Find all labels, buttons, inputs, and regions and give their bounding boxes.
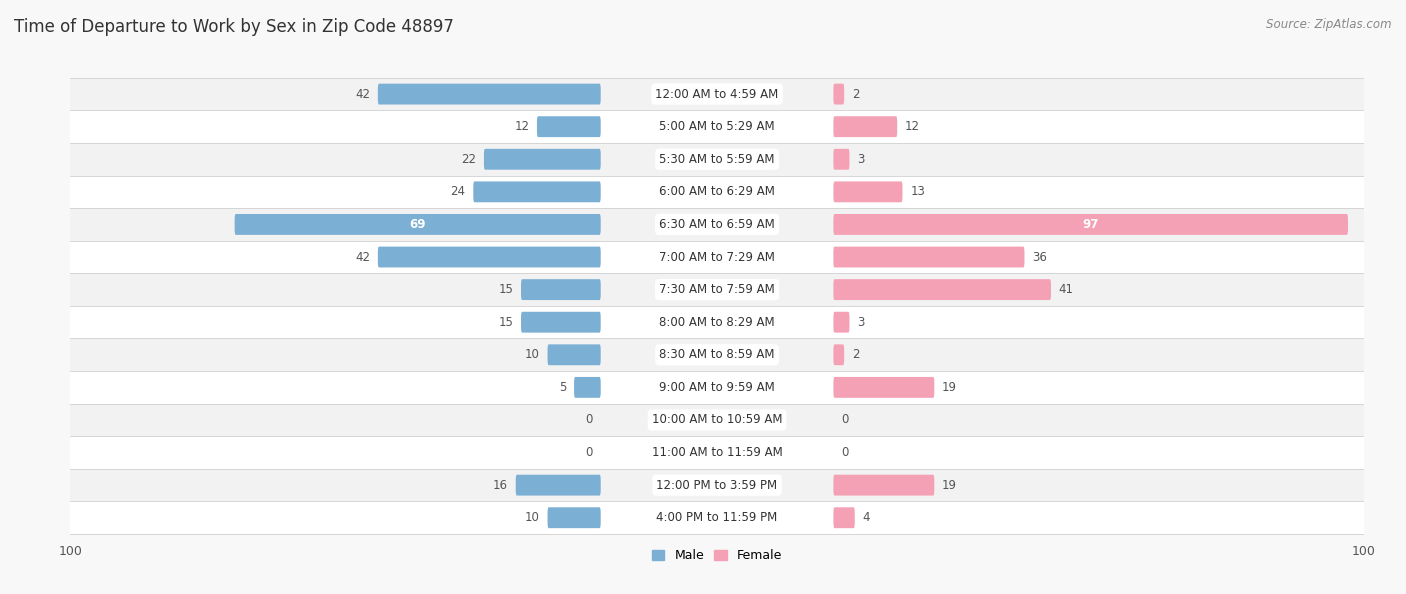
Legend: Male, Female: Male, Female bbox=[647, 544, 787, 567]
FancyBboxPatch shape bbox=[484, 149, 600, 170]
Text: 16: 16 bbox=[494, 479, 508, 492]
FancyBboxPatch shape bbox=[474, 181, 600, 203]
Text: 12: 12 bbox=[515, 120, 529, 133]
FancyBboxPatch shape bbox=[834, 345, 844, 365]
Text: 11:00 AM to 11:59 AM: 11:00 AM to 11:59 AM bbox=[652, 446, 782, 459]
Text: 42: 42 bbox=[356, 87, 370, 100]
Text: 19: 19 bbox=[942, 381, 957, 394]
FancyBboxPatch shape bbox=[834, 84, 844, 105]
FancyBboxPatch shape bbox=[378, 247, 600, 267]
Text: 8:30 AM to 8:59 AM: 8:30 AM to 8:59 AM bbox=[659, 348, 775, 361]
Text: 12: 12 bbox=[905, 120, 920, 133]
FancyBboxPatch shape bbox=[834, 214, 1348, 235]
Text: 6:30 AM to 6:59 AM: 6:30 AM to 6:59 AM bbox=[659, 218, 775, 231]
FancyBboxPatch shape bbox=[378, 84, 600, 105]
Text: 15: 15 bbox=[499, 315, 513, 328]
Text: 2: 2 bbox=[852, 348, 859, 361]
Text: Time of Departure to Work by Sex in Zip Code 48897: Time of Departure to Work by Sex in Zip … bbox=[14, 18, 454, 36]
Text: 4: 4 bbox=[862, 511, 870, 525]
FancyBboxPatch shape bbox=[235, 214, 600, 235]
Bar bbox=[70, 176, 1364, 208]
Bar bbox=[70, 469, 1364, 501]
Bar bbox=[70, 306, 1364, 339]
Text: 8:00 AM to 8:29 AM: 8:00 AM to 8:29 AM bbox=[659, 315, 775, 328]
FancyBboxPatch shape bbox=[834, 247, 1025, 267]
Text: 24: 24 bbox=[450, 185, 465, 198]
FancyBboxPatch shape bbox=[834, 377, 935, 398]
Bar bbox=[70, 436, 1364, 469]
Text: 97: 97 bbox=[1083, 218, 1099, 231]
FancyBboxPatch shape bbox=[834, 475, 935, 495]
Text: 19: 19 bbox=[942, 479, 957, 492]
Text: 5:30 AM to 5:59 AM: 5:30 AM to 5:59 AM bbox=[659, 153, 775, 166]
Text: 15: 15 bbox=[499, 283, 513, 296]
Text: 3: 3 bbox=[858, 315, 865, 328]
FancyBboxPatch shape bbox=[834, 279, 1050, 300]
Text: 22: 22 bbox=[461, 153, 477, 166]
Text: 12:00 AM to 4:59 AM: 12:00 AM to 4:59 AM bbox=[655, 87, 779, 100]
Text: 4:00 PM to 11:59 PM: 4:00 PM to 11:59 PM bbox=[657, 511, 778, 525]
Text: 0: 0 bbox=[841, 446, 849, 459]
Text: 0: 0 bbox=[841, 413, 849, 426]
Bar bbox=[70, 241, 1364, 273]
Text: 6:00 AM to 6:29 AM: 6:00 AM to 6:29 AM bbox=[659, 185, 775, 198]
FancyBboxPatch shape bbox=[834, 507, 855, 528]
Text: 0: 0 bbox=[585, 413, 593, 426]
Text: 36: 36 bbox=[1032, 251, 1047, 264]
FancyBboxPatch shape bbox=[547, 345, 600, 365]
Text: 9:00 AM to 9:59 AM: 9:00 AM to 9:59 AM bbox=[659, 381, 775, 394]
FancyBboxPatch shape bbox=[516, 475, 600, 495]
Bar bbox=[70, 110, 1364, 143]
FancyBboxPatch shape bbox=[537, 116, 600, 137]
FancyBboxPatch shape bbox=[547, 507, 600, 528]
Text: 10: 10 bbox=[524, 511, 540, 525]
FancyBboxPatch shape bbox=[522, 279, 600, 300]
FancyBboxPatch shape bbox=[834, 312, 849, 333]
Text: 7:30 AM to 7:59 AM: 7:30 AM to 7:59 AM bbox=[659, 283, 775, 296]
Text: 2: 2 bbox=[852, 87, 859, 100]
Bar bbox=[70, 501, 1364, 534]
Bar bbox=[70, 371, 1364, 404]
FancyBboxPatch shape bbox=[834, 181, 903, 203]
Text: 69: 69 bbox=[409, 218, 426, 231]
Bar bbox=[70, 78, 1364, 110]
Bar bbox=[70, 339, 1364, 371]
Text: 10:00 AM to 10:59 AM: 10:00 AM to 10:59 AM bbox=[652, 413, 782, 426]
Bar bbox=[70, 208, 1364, 241]
Text: 10: 10 bbox=[524, 348, 540, 361]
Text: 42: 42 bbox=[356, 251, 370, 264]
Text: 0: 0 bbox=[585, 446, 593, 459]
Text: 3: 3 bbox=[858, 153, 865, 166]
Bar bbox=[70, 404, 1364, 436]
Text: 5: 5 bbox=[560, 381, 567, 394]
FancyBboxPatch shape bbox=[522, 312, 600, 333]
Text: 5:00 AM to 5:29 AM: 5:00 AM to 5:29 AM bbox=[659, 120, 775, 133]
Text: Source: ZipAtlas.com: Source: ZipAtlas.com bbox=[1267, 18, 1392, 31]
Text: 7:00 AM to 7:29 AM: 7:00 AM to 7:29 AM bbox=[659, 251, 775, 264]
FancyBboxPatch shape bbox=[834, 149, 849, 170]
Text: 12:00 PM to 3:59 PM: 12:00 PM to 3:59 PM bbox=[657, 479, 778, 492]
Bar bbox=[70, 273, 1364, 306]
Text: 13: 13 bbox=[910, 185, 925, 198]
FancyBboxPatch shape bbox=[574, 377, 600, 398]
Text: 41: 41 bbox=[1059, 283, 1074, 296]
Bar bbox=[70, 143, 1364, 176]
FancyBboxPatch shape bbox=[834, 116, 897, 137]
